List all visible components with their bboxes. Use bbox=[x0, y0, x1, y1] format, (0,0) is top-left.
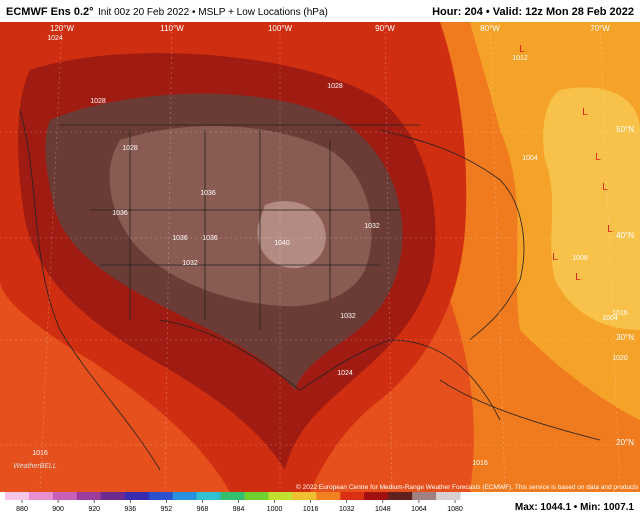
colorbar-label: 1000 bbox=[267, 506, 283, 513]
latitude-label: 20°N bbox=[616, 438, 634, 447]
colorbar-label: 900 bbox=[52, 506, 64, 513]
init-time: Init 00z 20 Feb 2022 • MSLP + Low Locati… bbox=[98, 7, 328, 18]
colorbar-label: 952 bbox=[160, 506, 172, 513]
colorbar-swatch bbox=[292, 492, 317, 500]
latitude-label: 50°N bbox=[616, 125, 634, 134]
low-marker: L bbox=[519, 44, 525, 55]
longitude-label: 70°W bbox=[590, 24, 610, 33]
map-labels: 120°W 110°W 100°W 90°W 80°W 70°W 50°N 40°N 30°N 2… bbox=[13, 24, 634, 470]
colorbar-label: 936 bbox=[124, 506, 136, 513]
latitude-label: 30°N bbox=[616, 333, 634, 342]
colorbar-swatch bbox=[124, 492, 150, 500]
contour-label: 1036 bbox=[172, 235, 188, 242]
contour-label: 1040 bbox=[274, 240, 290, 247]
colorbar-swatch bbox=[436, 492, 461, 500]
colorbar-swatch bbox=[100, 492, 126, 500]
valid-time: Hour: 204 • Valid: 12z Mon 28 Feb 2022 bbox=[432, 6, 634, 18]
colorbar-swatch bbox=[220, 492, 245, 500]
contour-label: 1016 bbox=[612, 310, 628, 317]
colorbar-label: 1080 bbox=[447, 506, 463, 513]
colorbar-swatch bbox=[172, 492, 198, 500]
colorbar-swatch bbox=[52, 492, 78, 500]
field-1040 bbox=[257, 201, 326, 269]
contour-label: 1020 bbox=[612, 355, 628, 362]
colorbar-label: 1016 bbox=[303, 506, 319, 513]
contour-label: 1036 bbox=[112, 210, 128, 217]
low-marker: L bbox=[552, 252, 558, 263]
contour-label: 1008 bbox=[572, 255, 588, 262]
longitude-label: 90°W bbox=[375, 24, 395, 33]
low-marker: L bbox=[602, 182, 608, 193]
contour-label: 1016 bbox=[472, 460, 488, 467]
colorbar-label: 1064 bbox=[411, 506, 427, 513]
colorbar-swatch bbox=[148, 492, 174, 500]
longitude-label: 100°W bbox=[268, 24, 293, 33]
contour-label: 1028 bbox=[327, 83, 343, 90]
colorbar-swatch bbox=[244, 492, 269, 500]
contour-label: 1036 bbox=[200, 190, 216, 197]
low-marker: L bbox=[575, 272, 581, 283]
map: 120°W 110°W 100°W 90°W 80°W 70°W 50°N 40°N 30°N 2… bbox=[0, 21, 640, 493]
stats: Max: 1044.1 • Min: 1007.1 bbox=[515, 502, 635, 513]
colorbar-label: 968 bbox=[197, 506, 209, 513]
colorbar-label: 920 bbox=[88, 506, 100, 513]
contour-label: 1012 bbox=[512, 55, 528, 62]
colorbar-label: 880 bbox=[16, 506, 28, 513]
colorbar-swatch bbox=[412, 492, 437, 500]
low-marker: L bbox=[607, 224, 613, 235]
graticule bbox=[0, 21, 640, 493]
longitude-label: 80°W bbox=[480, 24, 500, 33]
colorbar-swatch bbox=[364, 492, 389, 500]
longitude-label: 120°W bbox=[50, 24, 75, 33]
contour-label: 1032 bbox=[182, 260, 198, 267]
contour-label: 1028 bbox=[90, 98, 106, 105]
colorbar-swatch bbox=[5, 492, 30, 500]
colorbar-label: 984 bbox=[233, 506, 245, 513]
boundaries bbox=[19, 109, 601, 471]
longitude-label: 110°W bbox=[160, 24, 184, 33]
model-name: ECMWF Ens 0.2° bbox=[6, 6, 94, 18]
contour-label: 1028 bbox=[122, 145, 138, 152]
contour-label: 1036 bbox=[202, 235, 218, 242]
colorbar-label: 1048 bbox=[375, 506, 391, 513]
logo: WeatherBELL bbox=[13, 463, 57, 470]
contour-label: 1024 bbox=[337, 370, 353, 377]
contour-label: 1032 bbox=[364, 223, 380, 230]
colorbar-swatch bbox=[388, 492, 413, 500]
low-marker: L bbox=[595, 152, 601, 163]
low-marker: L bbox=[582, 107, 588, 118]
field-1008 bbox=[543, 87, 640, 330]
contour-label: 1004 bbox=[522, 155, 538, 162]
colorbar-swatch bbox=[340, 492, 365, 500]
colorbar-swatch bbox=[316, 492, 341, 500]
contour-label: 1024 bbox=[47, 35, 63, 42]
colorbar-swatch bbox=[76, 492, 102, 500]
colorbar-swatch bbox=[28, 492, 54, 500]
latitude-label: 40°N bbox=[616, 231, 634, 240]
contour-label: 1032 bbox=[340, 313, 356, 320]
colorbar-swatch bbox=[196, 492, 222, 500]
colorbar-swatch bbox=[268, 492, 293, 500]
colorbar-label: 1032 bbox=[339, 506, 355, 513]
contour-label: 1016 bbox=[32, 450, 48, 457]
colorbar: 880 900 920 936 952 968 984 1000 1016 1032 1048 106… bbox=[5, 492, 463, 513]
contour-label: 1004 bbox=[602, 315, 618, 322]
credit: © 2022 European Centre for Medium-Range … bbox=[296, 483, 640, 491]
